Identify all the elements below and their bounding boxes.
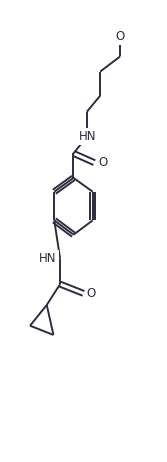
Text: O: O bbox=[116, 30, 125, 43]
Text: O: O bbox=[99, 156, 108, 169]
Text: O: O bbox=[87, 287, 96, 300]
Text: HN: HN bbox=[79, 130, 96, 143]
Text: HN: HN bbox=[39, 252, 57, 265]
